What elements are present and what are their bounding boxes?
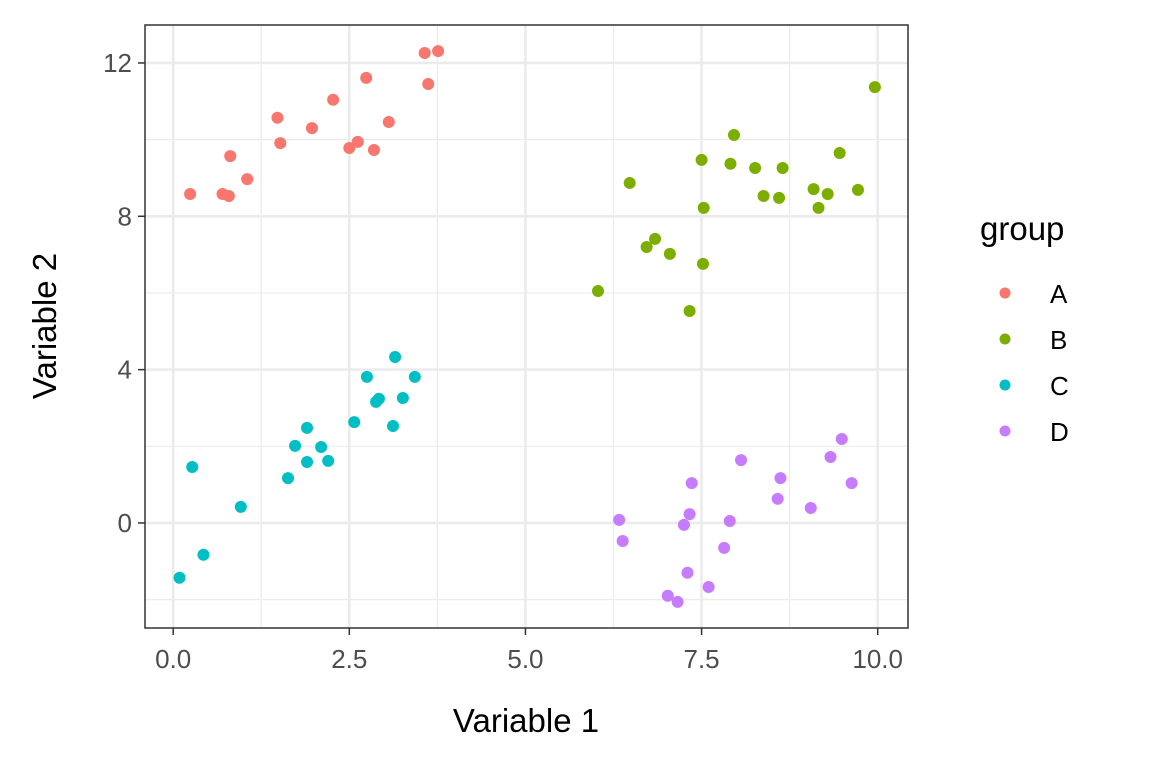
data-point-A (422, 78, 435, 91)
data-point-D (824, 451, 837, 464)
data-point-B (812, 201, 825, 214)
data-point-B (683, 304, 696, 317)
data-point-A (327, 93, 340, 106)
data-point-D (661, 589, 674, 602)
data-point-D (718, 541, 731, 554)
data-point-A (274, 137, 287, 150)
legend-label-B: B (1050, 325, 1067, 355)
data-point-C (360, 370, 373, 383)
y-axis-title: Variable 2 (26, 253, 63, 399)
data-point-D (677, 518, 690, 531)
data-point-B (833, 147, 846, 160)
data-point-B (773, 191, 786, 204)
data-point-B (663, 247, 676, 260)
data-point-B (727, 129, 740, 142)
data-point-D (804, 502, 817, 515)
data-point-C (197, 548, 210, 561)
plot-panel-border (144, 24, 909, 629)
data-point-B (697, 201, 710, 214)
data-point-D (845, 477, 858, 490)
data-point-B (807, 183, 820, 196)
data-point-C (186, 460, 199, 473)
data-point-C (282, 472, 295, 485)
legend-label-C: C (1050, 371, 1069, 401)
data-point-C (234, 500, 247, 513)
data-point-A (432, 45, 445, 58)
data-point-D (771, 492, 784, 505)
data-point-B (696, 257, 709, 270)
data-point-A (382, 115, 395, 128)
data-point-D (685, 477, 698, 490)
data-point-D (613, 513, 626, 526)
data-point-B (757, 189, 770, 202)
grid (145, 25, 908, 628)
data-point-C (322, 454, 335, 467)
data-point-A (305, 122, 318, 135)
data-point-A (367, 143, 380, 156)
x-axis-title: Variable 1 (453, 702, 599, 739)
data-point-C (372, 392, 385, 405)
data-point-C (173, 571, 186, 584)
data-point-D (702, 580, 715, 593)
data-point-A (271, 111, 284, 124)
data-point-B (851, 183, 864, 196)
data-point-C (315, 441, 328, 454)
data-point-D (835, 433, 848, 446)
x-tick-label: 7.5 (683, 644, 719, 674)
data-point-C (348, 416, 361, 429)
data-point-C (396, 391, 409, 404)
data-point-D (681, 566, 694, 579)
data-point-D (616, 534, 629, 547)
axes: 0.0 2.5 5.0 7.5 10.0 0 4 8 12 (103, 48, 903, 674)
legend-key-A (999, 287, 1011, 299)
data-point-B (695, 153, 708, 166)
data-point-A (241, 173, 254, 186)
legend-key-D (999, 425, 1011, 437)
data-point-B (821, 188, 834, 201)
data-point-D (735, 454, 748, 467)
y-tick-label: 0 (118, 508, 132, 538)
data-point-C (386, 419, 399, 432)
data-point-B (868, 81, 881, 94)
y-tick-label: 12 (103, 48, 132, 78)
data-points (173, 45, 881, 608)
data-point-D (723, 515, 736, 528)
data-point-D (774, 472, 787, 485)
data-point-A (224, 150, 237, 163)
data-point-B (640, 240, 653, 253)
data-point-B (776, 161, 789, 174)
data-point-D (683, 508, 696, 521)
data-point-B (749, 161, 762, 174)
data-point-C (289, 439, 302, 452)
data-point-C (301, 421, 314, 434)
x-tick-label: 0.0 (155, 644, 191, 674)
data-point-A (360, 71, 373, 84)
x-tick-label: 2.5 (331, 644, 367, 674)
data-point-B (724, 157, 737, 170)
data-point-C (389, 350, 402, 363)
legend-key-C (999, 379, 1011, 391)
data-point-B (623, 176, 636, 189)
data-point-A (351, 135, 364, 148)
legend-title: group (980, 210, 1064, 247)
data-point-A (184, 188, 197, 201)
data-point-B (592, 285, 605, 298)
data-point-C (301, 456, 314, 469)
y-tick-label: 8 (118, 201, 132, 231)
data-point-C (408, 370, 421, 383)
legend-label-A: A (1050, 279, 1068, 309)
legend-key-B (999, 333, 1011, 345)
y-tick-label: 4 (118, 355, 132, 385)
legend-label-D: D (1050, 417, 1069, 447)
data-point-A (222, 189, 235, 202)
data-point-D (671, 595, 684, 608)
data-point-B (649, 232, 662, 245)
x-tick-label: 10.0 (852, 644, 903, 674)
data-point-A (343, 142, 356, 155)
data-point-A (418, 46, 431, 59)
x-tick-label: 5.0 (507, 644, 543, 674)
